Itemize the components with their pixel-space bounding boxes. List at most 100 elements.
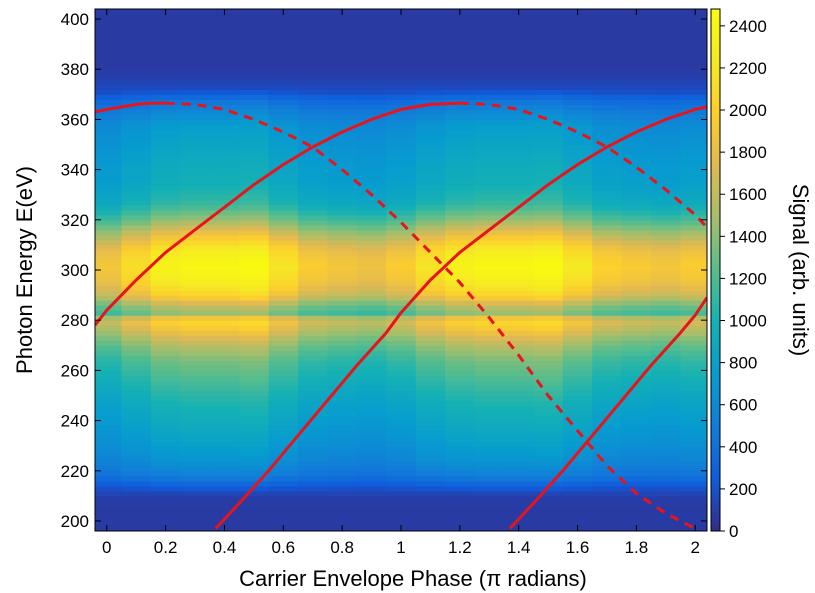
heatmap-cell (474, 199, 505, 206)
heatmap-cell (95, 410, 123, 417)
heatmap-cell (150, 515, 181, 522)
heatmap-cell (150, 69, 181, 75)
heatmap-cell (180, 109, 211, 115)
heatmap-cell (209, 520, 240, 527)
heatmap-cell (533, 320, 564, 326)
heatmap-cell (680, 390, 707, 397)
heatmap-cell (415, 465, 446, 472)
heatmap-cell (95, 360, 123, 366)
heatmap-cell (503, 254, 534, 261)
heatmap-cell (386, 375, 417, 382)
heatmap-cell (474, 24, 505, 30)
heatmap-cell (180, 450, 211, 457)
heatmap-cell (356, 410, 387, 417)
heatmap-cell (621, 159, 652, 166)
heatmap-cell (180, 465, 211, 472)
heatmap-cell (298, 525, 329, 531)
heatmap-cell (445, 54, 476, 60)
heatmap-cell (327, 239, 358, 246)
heatmap-cell (95, 340, 123, 346)
heatmap-cell (651, 450, 682, 457)
heatmap-cell (356, 244, 387, 251)
heatmap-cell (592, 264, 623, 271)
heatmap-cell (180, 94, 211, 100)
heatmap-cell (95, 275, 123, 281)
heatmap-cell (621, 254, 652, 261)
heatmap-cell (327, 520, 358, 527)
heatmap-cell (415, 259, 446, 266)
heatmap-cell (121, 375, 152, 382)
heatmap-cell (386, 475, 417, 482)
heatmap-cell (651, 114, 682, 121)
heatmap-cell (121, 239, 152, 246)
heatmap-cell (474, 355, 505, 361)
heatmap-cell (95, 159, 123, 166)
heatmap-cells (95, 9, 707, 531)
heatmap-cell (592, 124, 623, 131)
heatmap-cell (298, 174, 329, 181)
heatmap-cell (680, 249, 707, 256)
heatmap-cell (209, 410, 240, 417)
solid-curve (95, 101, 166, 114)
heatmap-cell (298, 234, 329, 241)
heatmap-cell (95, 510, 123, 517)
heatmap-cell (562, 204, 593, 211)
heatmap-cell (621, 169, 652, 176)
heatmap-cell (415, 285, 446, 291)
heatmap-cell (180, 224, 211, 231)
heatmap-cell (121, 259, 152, 266)
heatmap-cell (503, 104, 534, 110)
heatmap-cell (562, 340, 593, 346)
heatmap-cell (95, 315, 123, 321)
heatmap-cell (651, 234, 682, 241)
heatmap-cell (445, 350, 476, 356)
heatmap-cell (562, 259, 593, 266)
heatmap-cell (533, 244, 564, 251)
heatmap-cell (445, 244, 476, 251)
heatmap-cell (239, 520, 270, 527)
heatmap-cell (121, 305, 152, 311)
heatmap-cell (621, 34, 652, 40)
heatmap-cell (268, 425, 299, 432)
heatmap-cell (592, 94, 623, 100)
heatmap-cell (356, 84, 387, 90)
heatmap-cell (268, 79, 299, 85)
heatmap-cell (386, 285, 417, 291)
heatmap-cell (621, 450, 652, 457)
heatmap-cell (415, 34, 446, 40)
heatmap-cell (533, 425, 564, 432)
heatmap-cell (95, 249, 123, 256)
heatmap-cell (150, 270, 181, 276)
heatmap-cell (533, 109, 564, 115)
heatmap-cell (268, 330, 299, 336)
heatmap-cell (121, 254, 152, 261)
heatmap-cell (327, 335, 358, 341)
solid-curve (214, 105, 707, 530)
heatmap-cell (621, 425, 652, 432)
heatmap-cell (239, 129, 270, 136)
heatmap-cell (445, 295, 476, 301)
heatmap-cell (268, 335, 299, 341)
heatmap-cell (651, 164, 682, 171)
heatmap-cell (680, 229, 707, 236)
heatmap-cell (180, 470, 211, 477)
heatmap-cell (680, 485, 707, 492)
heatmap-cell (180, 385, 211, 392)
heatmap-cell (268, 430, 299, 437)
heatmap-cell (562, 465, 593, 472)
heatmap-cell (95, 335, 123, 341)
heatmap-cell (592, 259, 623, 266)
heatmap-cell (121, 510, 152, 517)
heatmap-cell (592, 435, 623, 442)
heatmap-cell (209, 365, 240, 371)
heatmap-cell (651, 104, 682, 110)
heatmap-cell (386, 400, 417, 407)
heatmap-cell (415, 340, 446, 346)
heatmap-cell (415, 370, 446, 376)
heatmap-cell (474, 320, 505, 326)
heatmap-cell (592, 104, 623, 110)
heatmap-cell (150, 24, 181, 30)
heatmap-cell (180, 485, 211, 492)
heatmap-cell (533, 159, 564, 166)
heatmap-cell (533, 19, 564, 25)
